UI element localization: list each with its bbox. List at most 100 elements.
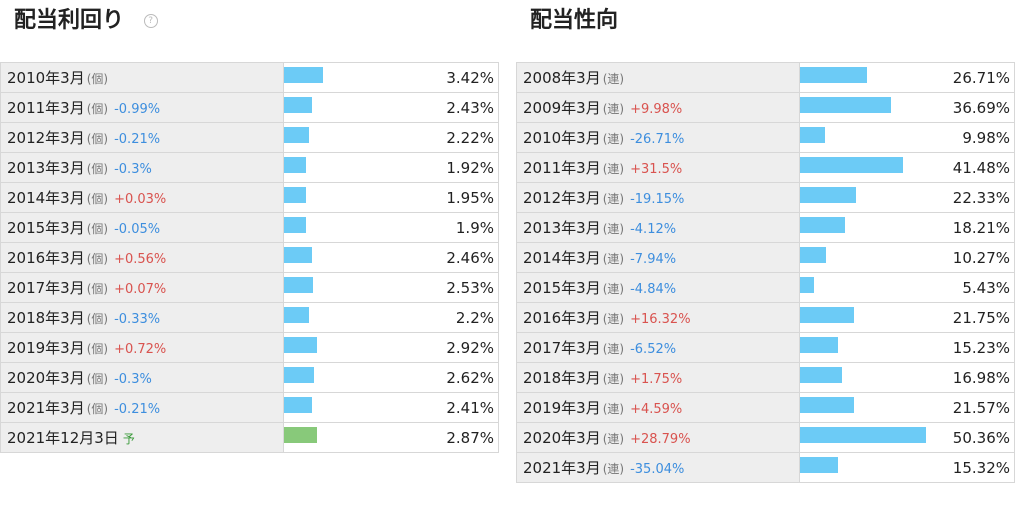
yield-bar (284, 67, 323, 83)
yield-bar-cell (283, 212, 401, 243)
basis-label: (連) (602, 312, 625, 326)
basis-label: (個) (86, 132, 109, 146)
yield-bar-cell (283, 182, 401, 213)
period-label: 2020年3月 (7, 369, 85, 387)
period-label: 2015年3月 (523, 279, 601, 297)
period-label: 2016年3月 (523, 309, 601, 327)
period-label: 2018年3月 (7, 309, 85, 327)
change-label: -0.99% (114, 102, 161, 117)
payout-bar (800, 397, 854, 413)
payout-row-label: 2008年3月 (連) (516, 62, 800, 93)
period-label: 2010年3月 (523, 129, 601, 147)
payout-bar (800, 97, 891, 113)
yield-row-label: 2013年3月 (個) -0.3% (0, 152, 284, 183)
payout-bar (800, 457, 838, 473)
period-label: 2013年3月 (523, 219, 601, 237)
yield-bar-cell (283, 242, 401, 273)
payout-bar (800, 307, 854, 323)
payout-value: 15.23% (916, 332, 1015, 363)
yield-bar (284, 367, 314, 383)
yield-bar-cell (283, 152, 401, 183)
yield-row-label: 2012年3月 (個) -0.21% (0, 122, 284, 153)
payout-row: 2017年3月 (連) -6.52% 15.23% (516, 332, 1015, 363)
change-label: -19.15% (630, 192, 685, 207)
period-label: 2017年3月 (7, 279, 85, 297)
yield-row-label: 2015年3月 (個) -0.05% (0, 212, 284, 243)
payout-bar-cell (799, 302, 917, 333)
change-label: -0.21% (114, 132, 161, 147)
change-label: -0.33% (114, 312, 161, 327)
yield-value: 2.62% (400, 362, 499, 393)
payout-table: 2008年3月 (連) 26.71% 2009年3月 (連) +9.98% 36.69% 20… (516, 62, 1015, 483)
basis-label: (個) (86, 402, 109, 416)
change-label: +0.72% (114, 342, 167, 357)
change-label: +0.07% (114, 282, 167, 297)
change-label: +28.79% (630, 432, 691, 447)
forecast-badge: 予 (122, 432, 135, 446)
payout-row: 2014年3月 (連) -7.94% 10.27% (516, 242, 1015, 273)
period-label: 2021年3月 (523, 459, 601, 477)
payout-bar-cell (799, 242, 917, 273)
payout-bar-cell (799, 62, 917, 93)
question-circle-icon[interactable]: ? (143, 14, 158, 28)
payout-bar-cell (799, 152, 917, 183)
yield-title: 配当利回り ? (14, 2, 158, 34)
payout-row-label: 2009年3月 (連) +9.98% (516, 92, 800, 123)
payout-bar-cell (799, 422, 926, 453)
period-label: 2008年3月 (523, 69, 601, 87)
payout-bar-cell (799, 362, 917, 393)
change-label: -6.52% (630, 342, 677, 357)
yield-bar-cell (283, 272, 401, 303)
payout-row: 2013年3月 (連) -4.12% 18.21% (516, 212, 1015, 243)
period-label: 2011年3月 (7, 99, 85, 117)
payout-value: 10.27% (916, 242, 1015, 273)
payout-bar (800, 367, 842, 383)
payout-bar (800, 157, 903, 173)
payout-row-label: 2012年3月 (連) -19.15% (516, 182, 800, 213)
basis-label: (個) (86, 342, 109, 356)
payout-bar-cell (799, 122, 917, 153)
change-label: +9.98% (630, 102, 683, 117)
payout-row-label: 2021年3月 (連) -35.04% (516, 452, 800, 483)
yield-bar-cell (283, 392, 401, 423)
payout-row-label: 2014年3月 (連) -7.94% (516, 242, 800, 273)
change-label: -4.12% (630, 222, 677, 237)
payout-value: 22.33% (916, 182, 1015, 213)
change-label: +0.56% (114, 252, 167, 267)
payout-row-label: 2020年3月 (連) +28.79% (516, 422, 800, 453)
yield-value: 1.9% (400, 212, 499, 243)
yield-value: 3.42% (400, 62, 499, 93)
yield-table: 2010年3月 (個) 3.42% 2011年3月 (個) -0.99% 2.43% 2012… (0, 62, 499, 453)
yield-bar (284, 277, 313, 293)
yield-bar (284, 247, 312, 263)
yield-row: 2020年3月 (個) -0.3% 2.62% (0, 362, 499, 393)
yield-row: 2019年3月 (個) +0.72% 2.92% (0, 332, 499, 363)
change-label: -26.71% (630, 132, 685, 147)
period-label: 2019年3月 (7, 339, 85, 357)
payout-row: 2012年3月 (連) -19.15% 22.33% (516, 182, 1015, 213)
yield-bar-cell (283, 62, 401, 93)
payout-value: 21.57% (916, 392, 1015, 423)
payout-row: 2016年3月 (連) +16.32% 21.75% (516, 302, 1015, 333)
payout-value: 50.36% (916, 422, 1015, 453)
yield-value: 2.87% (400, 422, 499, 453)
yield-value: 2.22% (400, 122, 499, 153)
yield-row: 2015年3月 (個) -0.05% 1.9% (0, 212, 499, 243)
change-label: -0.21% (114, 402, 161, 417)
payout-bar-cell (799, 182, 917, 213)
yield-row: 2016年3月 (個) +0.56% 2.46% (0, 242, 499, 273)
yield-bar (284, 397, 312, 413)
yield-bar-cell (283, 362, 401, 393)
period-label: 2011年3月 (523, 159, 601, 177)
yield-row-label: 2016年3月 (個) +0.56% (0, 242, 284, 273)
change-label: -4.84% (630, 282, 677, 297)
yield-value: 2.46% (400, 242, 499, 273)
period-label: 2018年3月 (523, 369, 601, 387)
basis-label: (連) (602, 462, 625, 476)
payout-row: 2020年3月 (連) +28.79% 50.36% (516, 422, 1015, 453)
period-label: 2014年3月 (7, 189, 85, 207)
yield-row: 2011年3月 (個) -0.99% 2.43% (0, 92, 499, 123)
basis-label: (連) (602, 432, 625, 446)
payout-bar (800, 217, 845, 233)
payout-row-label: 2019年3月 (連) +4.59% (516, 392, 800, 423)
